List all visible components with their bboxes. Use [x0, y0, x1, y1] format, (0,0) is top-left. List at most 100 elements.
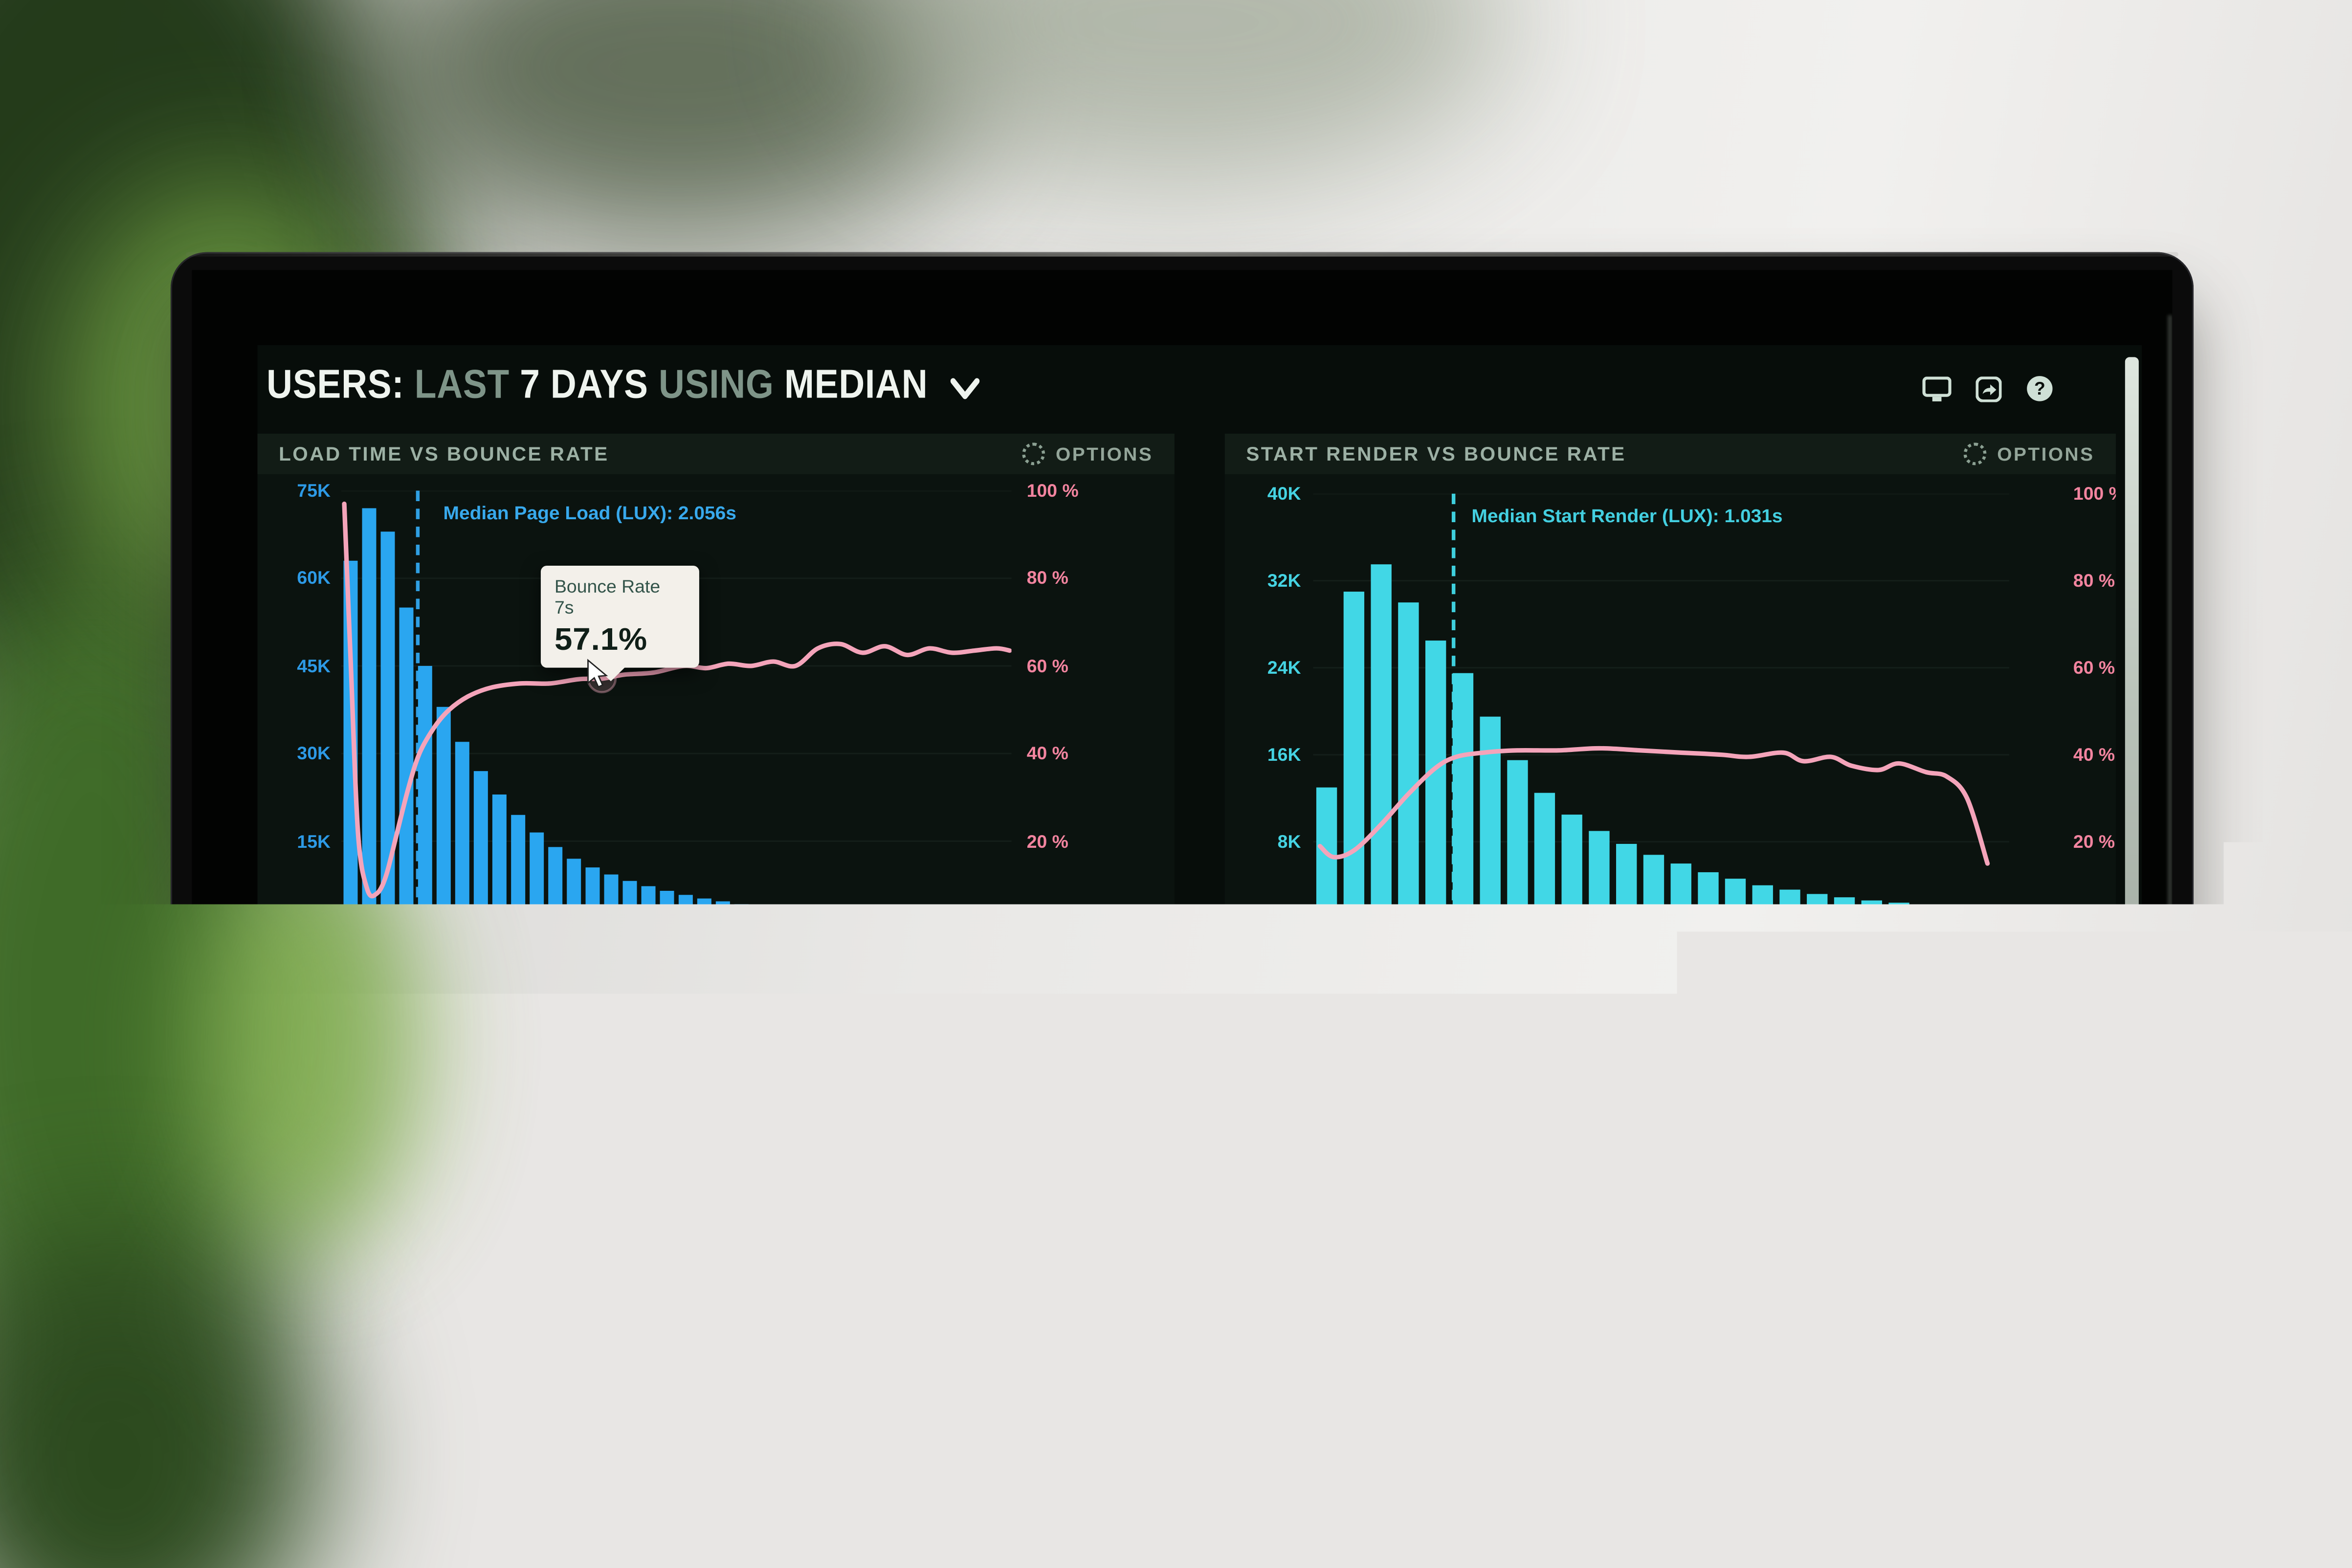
y-tick: 0 [1225, 920, 1301, 938]
y-tick: 1.6 pvs [1234, 1475, 1307, 1493]
x-tick: 0 [1308, 941, 1318, 962]
y-tick: 40 % [1027, 745, 1110, 763]
metric-label[interactable]: Page Load (LUX) [283, 1110, 573, 1134]
y-tick: 20 % [1027, 832, 1110, 850]
y-axis-right-pageviews: 500K 400K 300K 200K [1051, 1210, 1106, 1484]
share-icon[interactable] [1976, 376, 2002, 401]
title-7days: 7 DAYS [520, 362, 648, 407]
metric-divider [897, 1152, 1112, 1154]
y-tick: 30K [261, 745, 331, 763]
x-tick: 2 [1580, 941, 1591, 962]
median-page-load-label: Median Page Load (LUX): 2.056s [444, 503, 736, 524]
sessions-line-chart[interactable] [1316, 1223, 1979, 1536]
metric-label[interactable]: PVs Per Session (LUX) [1857, 1110, 2113, 1134]
x-tick: 2.5 [422, 938, 447, 959]
y-tick: 100 % [2073, 485, 2116, 503]
y-tick: 40% [1115, 1466, 1174, 1484]
y-tick: 80 % [2073, 572, 2116, 590]
screen-edge-reflection [2168, 315, 2172, 1568]
x-tick: 17.5 [975, 938, 1011, 959]
panel-header: LOAD TIME VS BOUNCE RATE OPTIONS [257, 434, 1174, 474]
metric-divider [283, 1152, 498, 1154]
y-tick: 3.2 pvs [1234, 1301, 1307, 1319]
y-axis-left-seconds: 1s 0.8s 0.6s 0.4s [269, 1210, 333, 1484]
y-tick: 60 % [2073, 659, 2116, 677]
x-tick: 3 [1717, 941, 1727, 962]
help-icon[interactable]: ? [2026, 375, 2053, 402]
y-tick: 80% [1115, 1295, 1174, 1313]
panel-start-render-vs-bounce-rate: START RENDER VS BOUNCE RATE OPTIONS 40K … [1225, 434, 2116, 1036]
y-tick: 24K [1225, 659, 1301, 677]
legend-item-start-render[interactable]: Start Render (LUX) [1477, 986, 1675, 1008]
x-tick: 15 [889, 938, 910, 959]
legend-line-icon [1714, 994, 1737, 1000]
metric-pvs-per-session: PVs Per Session (LUX) 2pvs [1857, 1110, 2113, 1220]
y-tick: 60% [1115, 1380, 1174, 1398]
metric-label[interactable]: Page Views (LUX) [593, 1110, 882, 1134]
options-label: OPTIONS [1056, 443, 1153, 464]
gear-icon [1022, 442, 1045, 465]
y-axis-right-bounce: 100% 80% 60% 40% [1115, 1210, 1174, 1484]
options-button[interactable]: OPTIONS [1022, 1068, 1153, 1091]
y-tick: 60K [261, 569, 331, 587]
y-tick: 15K [261, 832, 331, 850]
users-range-dropdown[interactable]: USERS: LAST 7 DAYS USING MEDIAN [266, 362, 979, 408]
metric-value: 2pvs [1857, 1166, 2113, 1220]
x-axis-start-render: 012345 [1313, 941, 2009, 962]
x-tick: 12.5 [789, 938, 824, 959]
legend-item-bounce-rate[interactable]: Bounce Rate [1714, 986, 1864, 1008]
metric-label[interactable]: Bounce Rate (LUX) [897, 1110, 1172, 1134]
panel-title: SESSIONS [1246, 1068, 1361, 1091]
y-tick: 100 % [1027, 482, 1110, 500]
chat-bubble-icon [2085, 1453, 2123, 1488]
page-views-line-chart[interactable] [341, 1218, 1034, 1537]
median-start-render-label: Median Start Render (LUX): 1.031s [1471, 506, 1782, 527]
y-tick: 100K [1988, 1214, 2042, 1232]
tooltip-series: Bounce Rate [555, 576, 686, 597]
y-tick: 16K [1225, 746, 1301, 764]
y-tick: 80K [1988, 1301, 2042, 1319]
metric-divider [1236, 1152, 1450, 1154]
x-tick: 5 [1989, 941, 1999, 962]
y-tick: 300K [1051, 1380, 1106, 1398]
legend-label: Bounce Rate [1750, 986, 1864, 1008]
y-tick: 80 % [1027, 569, 1110, 587]
scrollbar[interactable] [2125, 357, 2139, 1524]
metric-label[interactable]: Session Length (LUX) [1548, 1110, 1837, 1134]
gear-icon [1964, 442, 1987, 465]
y-tick: 32K [1225, 572, 1301, 590]
options-button[interactable]: OPTIONS [1964, 442, 2095, 465]
load-time-histogram[interactable] [341, 491, 1012, 929]
y-axis-right-bounce: 100 % 80 % 60 % 40 % 20 % 0 % [1027, 482, 1110, 938]
metric-divider [593, 1152, 807, 1154]
metric-session-length: Session Length (LUX) 17min [1548, 1110, 1837, 1220]
metric-divider [1857, 1152, 2072, 1154]
x-tick: 5 [522, 938, 533, 959]
svg-text:?: ? [2034, 378, 2045, 398]
legend-item-page-load[interactable]: Page Load (LUX) [531, 983, 712, 1005]
options-button[interactable]: OPTIONS [1022, 442, 1153, 465]
chart-tooltip: Bounce Rate 7s 57.1% [541, 566, 699, 668]
y-tick: 0.8s [269, 1295, 333, 1313]
y-tick: 0.4s [269, 1466, 333, 1484]
x-tick: 10 [704, 938, 724, 959]
legend-label: Page Load (LUX) [559, 983, 712, 1005]
panel-load-time-vs-bounce-rate: LOAD TIME VS BOUNCE RATE OPTIONS 75K 60K… [257, 434, 1174, 1036]
x-tick: 0 [336, 938, 346, 959]
metric-label[interactable]: Sessions (LUX) [1236, 1110, 1525, 1134]
panel-header: START RENDER VS BOUNCE RATE OPTIONS [1225, 434, 2116, 474]
y-tick: 24 min [2052, 1400, 2116, 1418]
y-tick: 20 % [2073, 833, 2116, 851]
title-median: MEDIAN [784, 362, 928, 407]
display-icon[interactable] [1923, 376, 1952, 401]
y-tick: 60K [1988, 1388, 2042, 1406]
options-button[interactable]: OPTIONS [1964, 1068, 2095, 1091]
y-tick: 75K [261, 482, 331, 500]
start-render-histogram[interactable] [1313, 494, 2009, 929]
panel-title: LOAD TIME VS BOUNCE RATE [279, 442, 609, 465]
legend-item-bounce-rate[interactable]: Bounce Rate [752, 983, 902, 1005]
metric-sessions: Sessions (LUX) 479K [1236, 1110, 1525, 1220]
laptop-screen: USERS: LAST 7 DAYS USING MEDIAN ? LOA [192, 270, 2173, 1568]
panel-title: START RENDER VS BOUNCE RATE [1246, 442, 1626, 465]
y-tick: 32 min [2052, 1307, 2116, 1325]
